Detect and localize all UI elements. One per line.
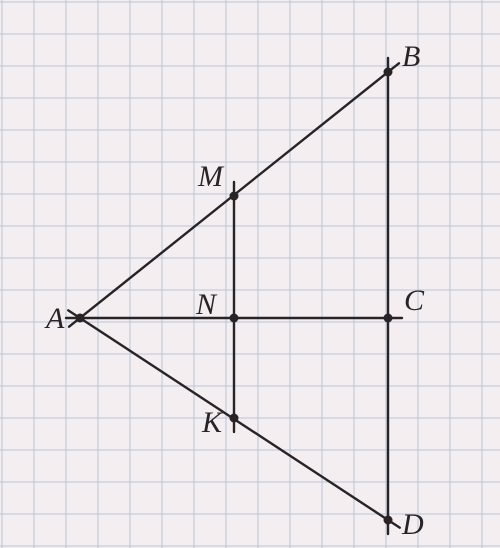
node-point [384, 516, 393, 525]
node-point [76, 314, 85, 323]
geometry-diagram: A B C D M N K [0, 0, 500, 548]
node-point [384, 68, 393, 77]
paper-background [0, 0, 500, 548]
node-point [230, 314, 239, 323]
node-label: D [401, 508, 424, 541]
node-label: M [197, 160, 225, 193]
node-label: B [402, 40, 420, 73]
node-point [230, 414, 239, 423]
node-label: K [201, 406, 224, 439]
node-label: N [195, 288, 218, 321]
node-point [384, 314, 393, 323]
node-label: C [404, 284, 425, 317]
node-label: A [44, 302, 65, 335]
node-point [230, 192, 239, 201]
